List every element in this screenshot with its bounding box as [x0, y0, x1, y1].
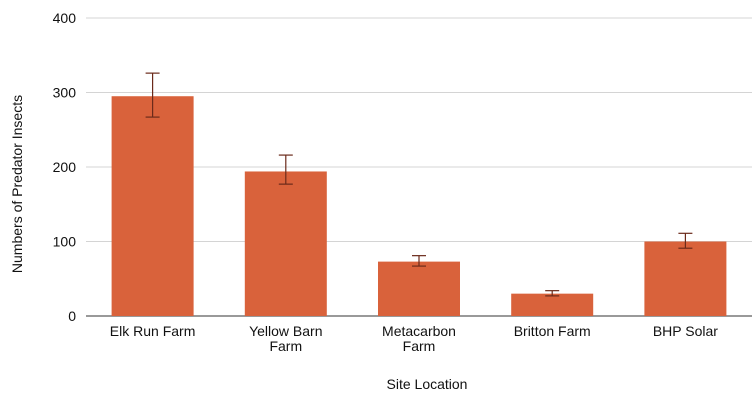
- error-bars: [145, 72, 693, 297]
- x-tick-label: Metacarbon Farm: [382, 323, 456, 354]
- bar: [244, 171, 327, 316]
- y-tick-label: 100: [53, 234, 77, 250]
- bar: [511, 293, 594, 316]
- y-tick-label: 200: [53, 159, 77, 175]
- x-axis-ticks: Elk Run Farm Yellow Barn Farm Metacarbon Far…: [110, 323, 718, 354]
- bar: [644, 241, 727, 316]
- y-tick-label: 400: [53, 10, 77, 26]
- x-tick-label: Britton Farm: [514, 323, 591, 339]
- bar: [378, 261, 460, 316]
- x-tick-label: Yellow Barn Farm: [249, 323, 322, 354]
- x-tick-label: BHP Solar: [653, 323, 718, 339]
- y-tick-label: 300: [53, 85, 77, 101]
- x-tick-label: Elk Run Farm: [110, 323, 196, 339]
- y-axis-ticks: 0 100 200 300 400: [53, 10, 77, 324]
- gridlines: [86, 17, 752, 317]
- y-tick-label: 0: [68, 308, 76, 324]
- y-axis-title: Numbers of Predator Insects: [9, 95, 25, 273]
- x-axis-title: Site Location: [387, 376, 468, 392]
- bars: [111, 96, 727, 316]
- bar: [111, 96, 194, 316]
